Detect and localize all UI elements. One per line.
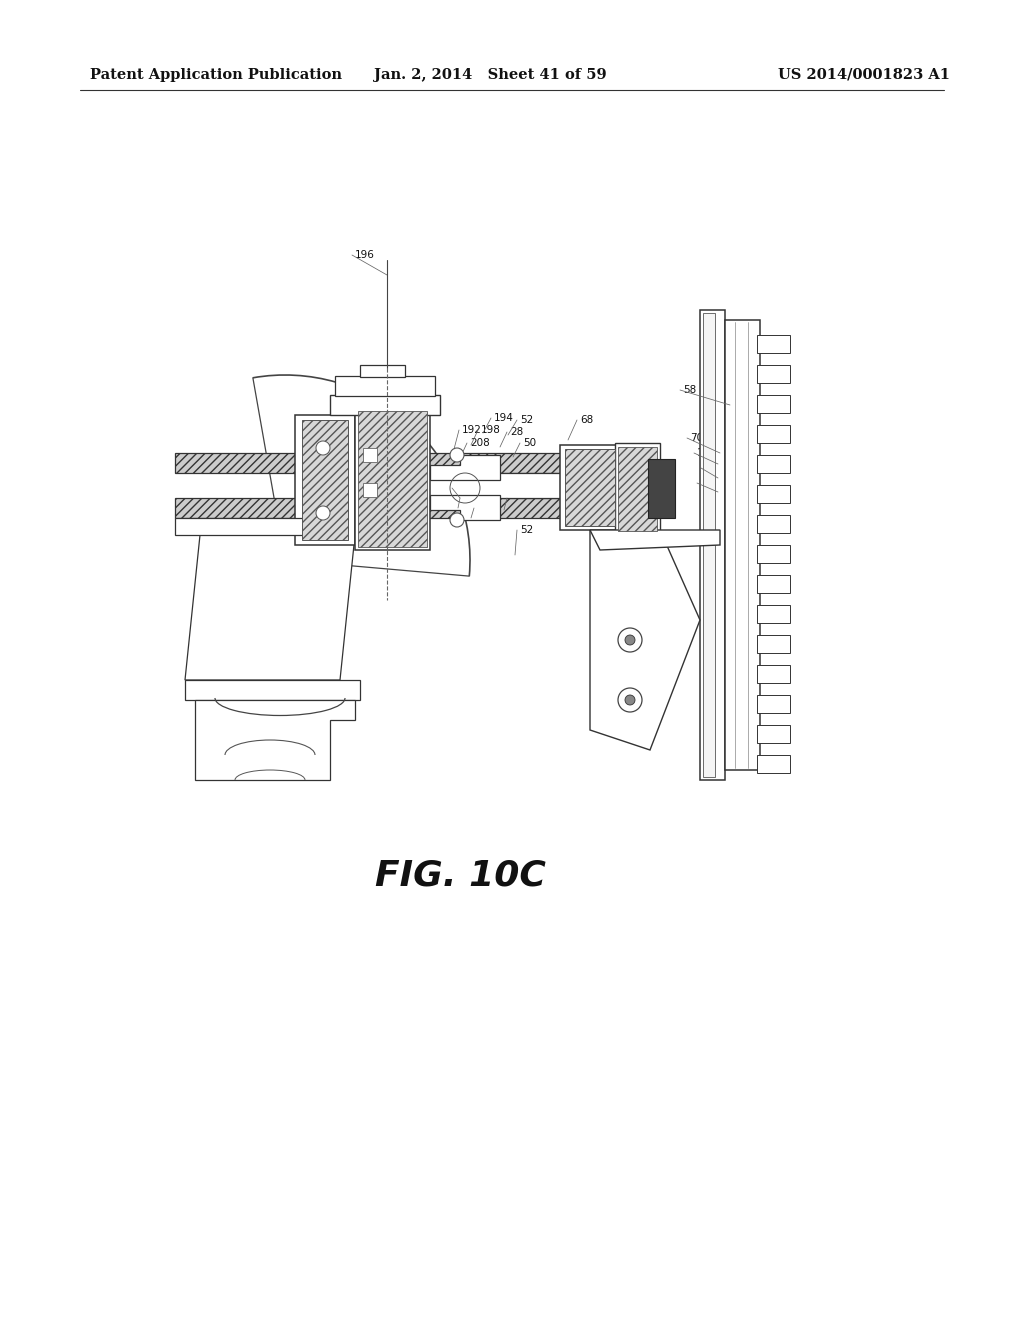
Polygon shape xyxy=(355,408,430,550)
Polygon shape xyxy=(590,531,700,750)
Text: FIG. 10C: FIG. 10C xyxy=(375,858,546,892)
Text: 50: 50 xyxy=(523,438,537,447)
Polygon shape xyxy=(757,635,790,653)
Polygon shape xyxy=(703,313,715,777)
Polygon shape xyxy=(757,665,790,682)
Polygon shape xyxy=(430,495,500,520)
Polygon shape xyxy=(430,455,500,480)
Text: 52: 52 xyxy=(520,525,534,535)
Text: 200: 200 xyxy=(705,463,724,473)
Circle shape xyxy=(316,506,330,520)
Polygon shape xyxy=(757,515,790,533)
Text: 52: 52 xyxy=(520,414,534,425)
Polygon shape xyxy=(360,366,406,378)
Text: Jan. 2, 2014   Sheet 41 of 59: Jan. 2, 2014 Sheet 41 of 59 xyxy=(374,69,606,82)
Text: 206: 206 xyxy=(455,483,475,492)
Text: 68: 68 xyxy=(580,414,593,425)
Circle shape xyxy=(450,447,464,462)
Text: 182: 182 xyxy=(697,447,717,458)
Polygon shape xyxy=(175,453,650,473)
Text: 182: 182 xyxy=(700,478,720,488)
Text: 208: 208 xyxy=(470,438,489,447)
Polygon shape xyxy=(700,310,725,780)
Text: US 2014/0001823 A1: US 2014/0001823 A1 xyxy=(778,69,950,82)
Polygon shape xyxy=(185,535,355,680)
Polygon shape xyxy=(302,420,348,540)
Polygon shape xyxy=(757,425,790,444)
Polygon shape xyxy=(615,444,660,535)
Polygon shape xyxy=(757,366,790,383)
Text: 58: 58 xyxy=(683,385,696,395)
Circle shape xyxy=(316,441,330,455)
Polygon shape xyxy=(295,414,355,545)
Polygon shape xyxy=(757,545,790,564)
Circle shape xyxy=(618,628,642,652)
Circle shape xyxy=(618,688,642,711)
Text: 194: 194 xyxy=(494,413,514,422)
Polygon shape xyxy=(350,473,610,498)
Circle shape xyxy=(625,696,635,705)
Polygon shape xyxy=(565,449,615,525)
Circle shape xyxy=(625,635,635,645)
Polygon shape xyxy=(757,335,790,352)
Polygon shape xyxy=(185,680,360,700)
Text: 198: 198 xyxy=(481,425,501,436)
Text: 208: 208 xyxy=(463,492,482,503)
Polygon shape xyxy=(195,700,355,780)
Text: 196: 196 xyxy=(355,249,375,260)
Circle shape xyxy=(450,513,464,527)
Polygon shape xyxy=(725,319,760,770)
Polygon shape xyxy=(358,411,427,546)
Polygon shape xyxy=(757,755,790,774)
Polygon shape xyxy=(330,395,440,414)
Polygon shape xyxy=(757,395,790,413)
Polygon shape xyxy=(757,484,790,503)
Polygon shape xyxy=(757,725,790,743)
Polygon shape xyxy=(757,576,790,593)
Polygon shape xyxy=(560,445,620,531)
Polygon shape xyxy=(757,696,790,713)
Polygon shape xyxy=(175,498,650,517)
Polygon shape xyxy=(648,459,675,517)
Polygon shape xyxy=(175,517,310,535)
Polygon shape xyxy=(757,605,790,623)
Polygon shape xyxy=(362,483,377,498)
Polygon shape xyxy=(757,455,790,473)
Text: Patent Application Publication: Patent Application Publication xyxy=(90,69,342,82)
Polygon shape xyxy=(618,447,657,531)
Polygon shape xyxy=(362,447,377,462)
Polygon shape xyxy=(335,376,435,396)
Text: 50: 50 xyxy=(510,492,523,503)
Text: 192: 192 xyxy=(462,425,482,436)
Text: 198: 198 xyxy=(477,503,497,513)
Text: 70: 70 xyxy=(690,433,703,444)
Text: 28: 28 xyxy=(510,426,523,437)
Polygon shape xyxy=(590,531,720,550)
